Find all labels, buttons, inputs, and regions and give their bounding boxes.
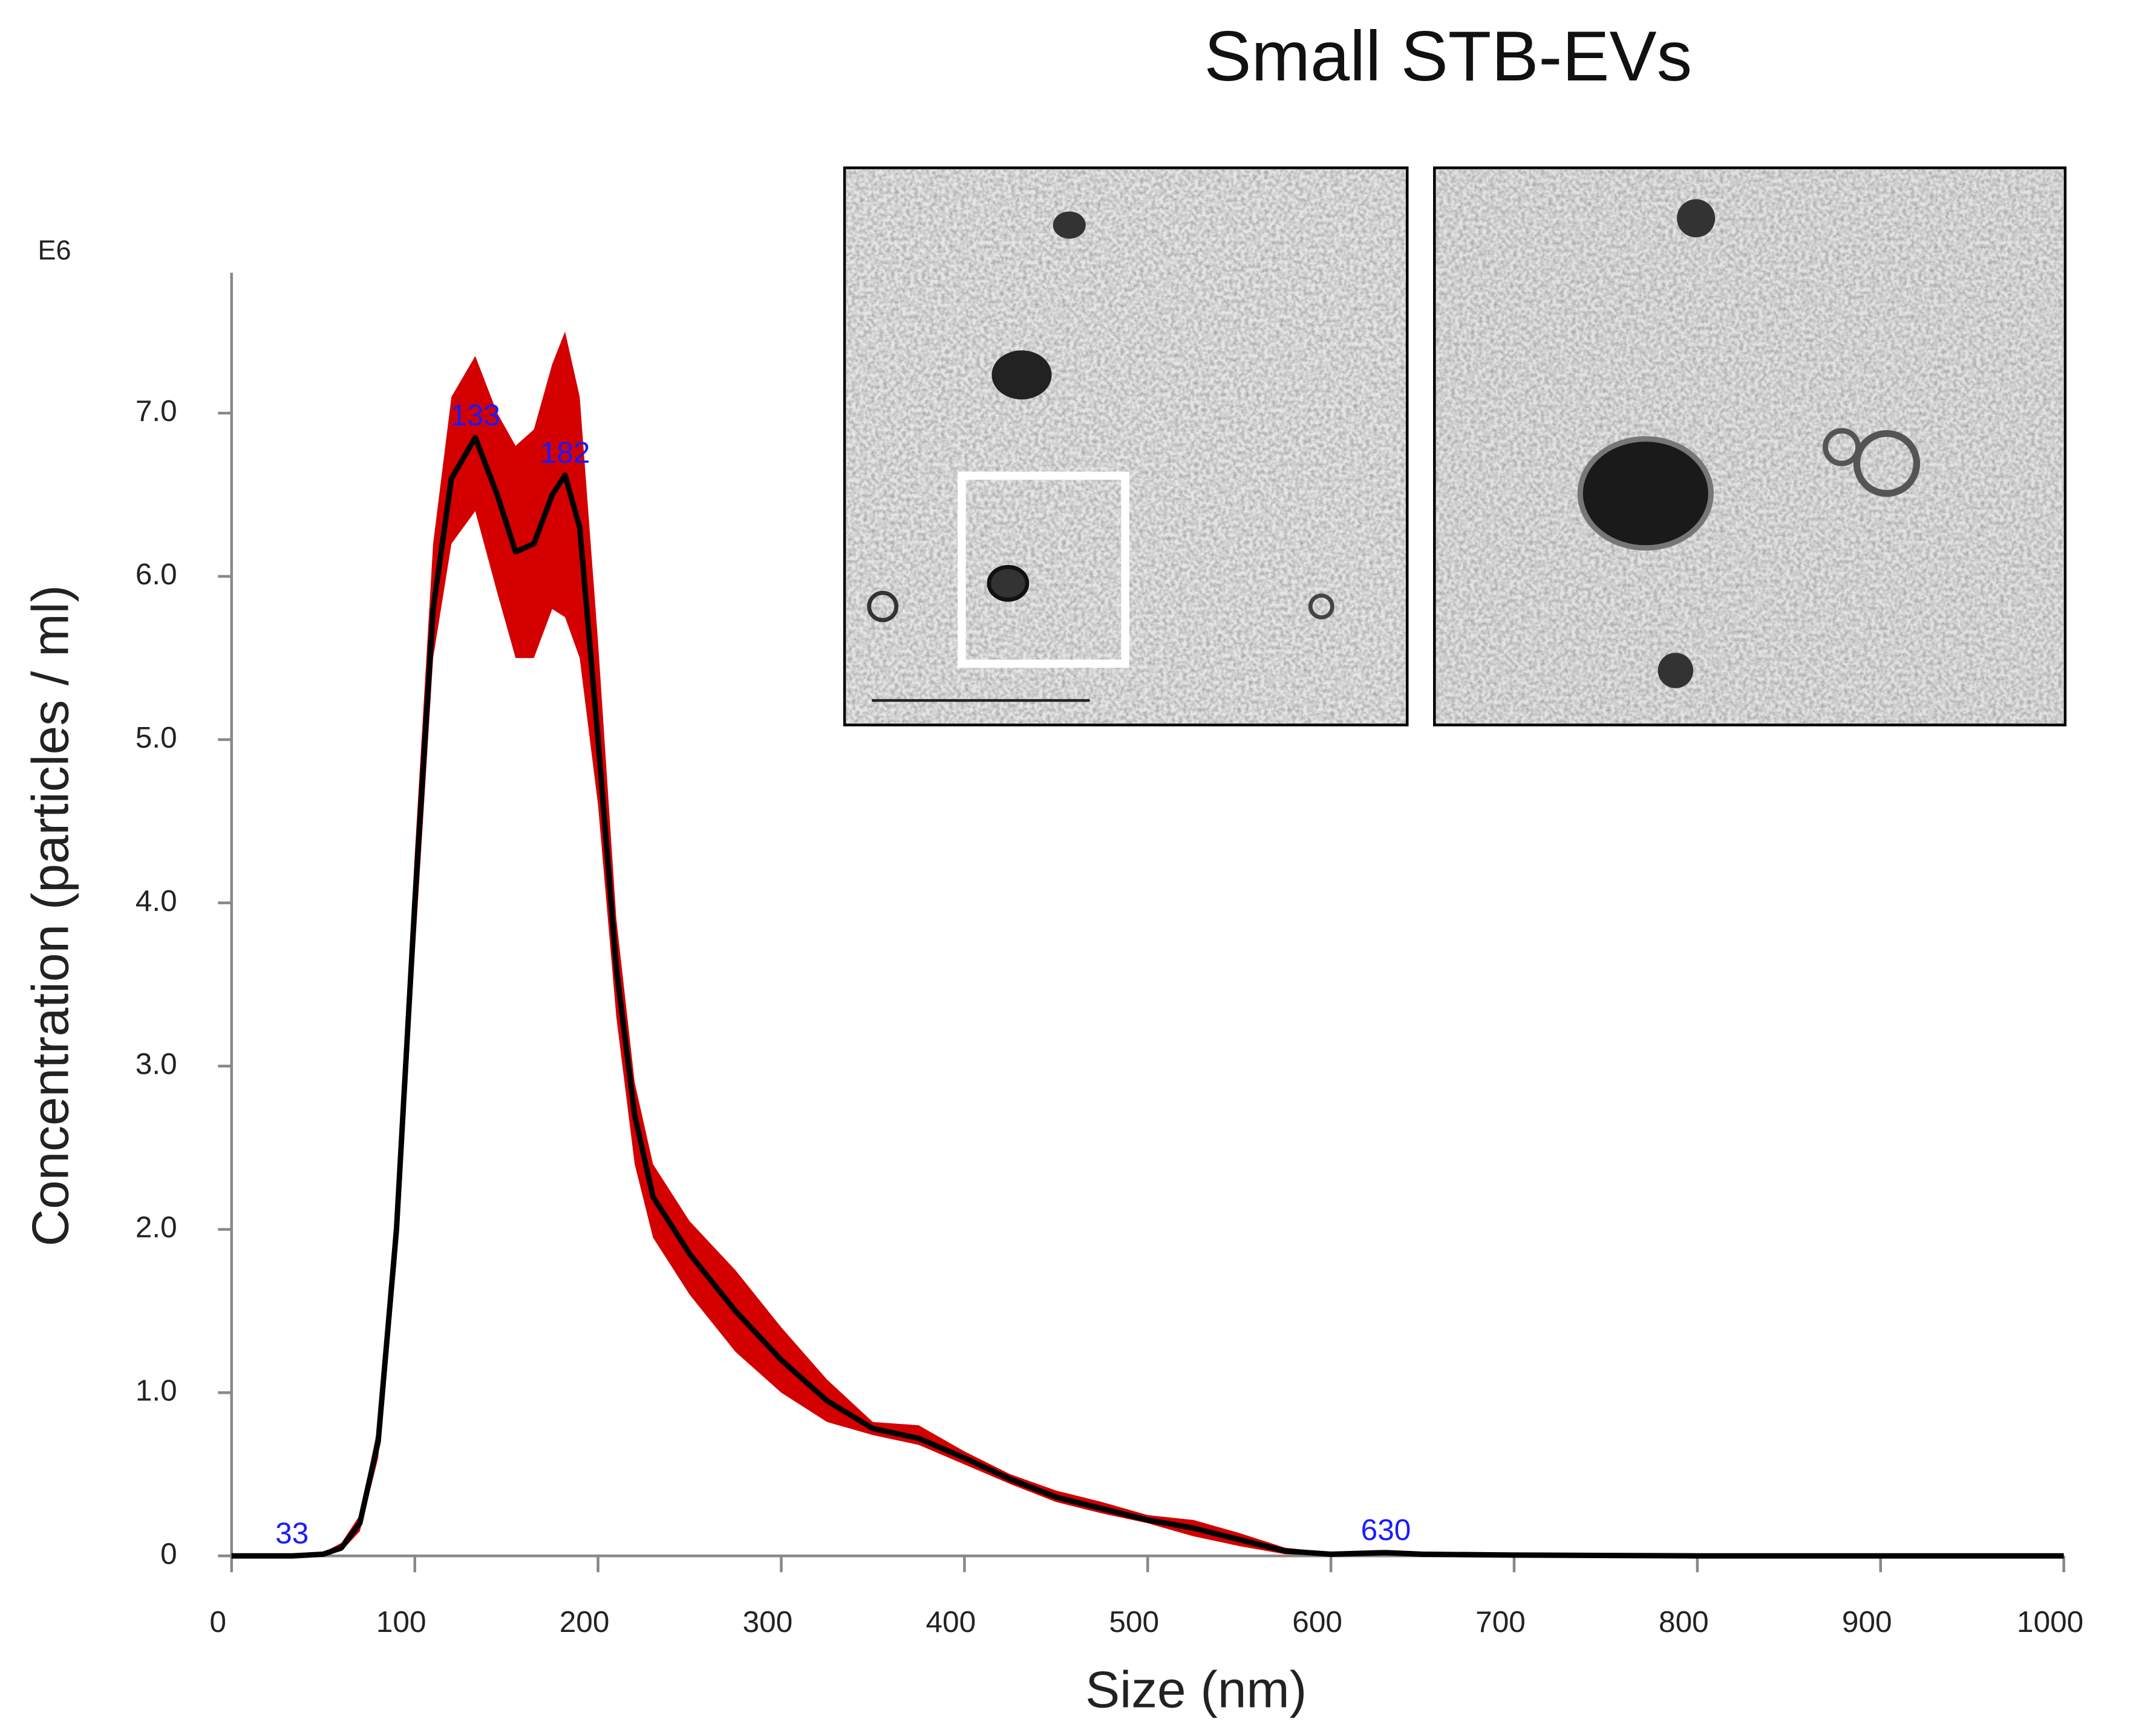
tem-particle [1580, 439, 1711, 548]
peak-label: 133 [450, 399, 500, 432]
tem-particle [1677, 199, 1715, 237]
tem-particle [1053, 212, 1086, 239]
tem-texture [1436, 169, 2064, 724]
y-tick-label: 3.0 [136, 1048, 177, 1081]
x-tick-label: 600 [1292, 1605, 1342, 1639]
y-tick-label: 6.0 [136, 558, 177, 591]
x-tick-label: 700 [1475, 1605, 1526, 1639]
peak-label: 630 [1361, 1513, 1411, 1547]
y-axis-label: Concentration (particles / ml) [22, 585, 80, 1247]
y-tick-label: 2.0 [136, 1211, 177, 1244]
x-tick-label: 400 [926, 1605, 976, 1639]
y-multiplier: E6 [38, 235, 71, 266]
page: Small STB-EVs E6 Concentration (particle… [0, 0, 2136, 1736]
peak-label: 182 [540, 436, 590, 469]
y-tick-label: 4.0 [136, 884, 177, 918]
x-tick-label: 500 [1109, 1605, 1159, 1639]
x-tick-label: 200 [560, 1605, 610, 1639]
y-tick-label: 1.0 [136, 1374, 177, 1407]
tem-particle [989, 567, 1027, 599]
x-tick-label: 100 [376, 1605, 426, 1639]
x-axis-label: Size (nm) [1085, 1661, 1307, 1718]
peak-label: 33 [275, 1517, 309, 1550]
x-tick-label: 300 [743, 1605, 793, 1639]
x-tick-label: 1000 [2017, 1605, 2083, 1639]
tem-images [844, 168, 2065, 725]
y-tick-label: 0 [160, 1537, 177, 1570]
x-tick-label: 0 [210, 1605, 227, 1639]
tem-particle [991, 350, 1051, 399]
y-tick-label: 7.0 [136, 394, 177, 428]
chart: Small STB-EVs E6 Concentration (particle… [0, 0, 2136, 1736]
y-tick-label: 5.0 [136, 721, 177, 754]
tem-particle [1658, 653, 1694, 688]
chart-title: Small STB-EVs [1204, 16, 1692, 96]
x-tick-label: 900 [1842, 1605, 1892, 1639]
x-tick-label: 800 [1659, 1605, 1709, 1639]
